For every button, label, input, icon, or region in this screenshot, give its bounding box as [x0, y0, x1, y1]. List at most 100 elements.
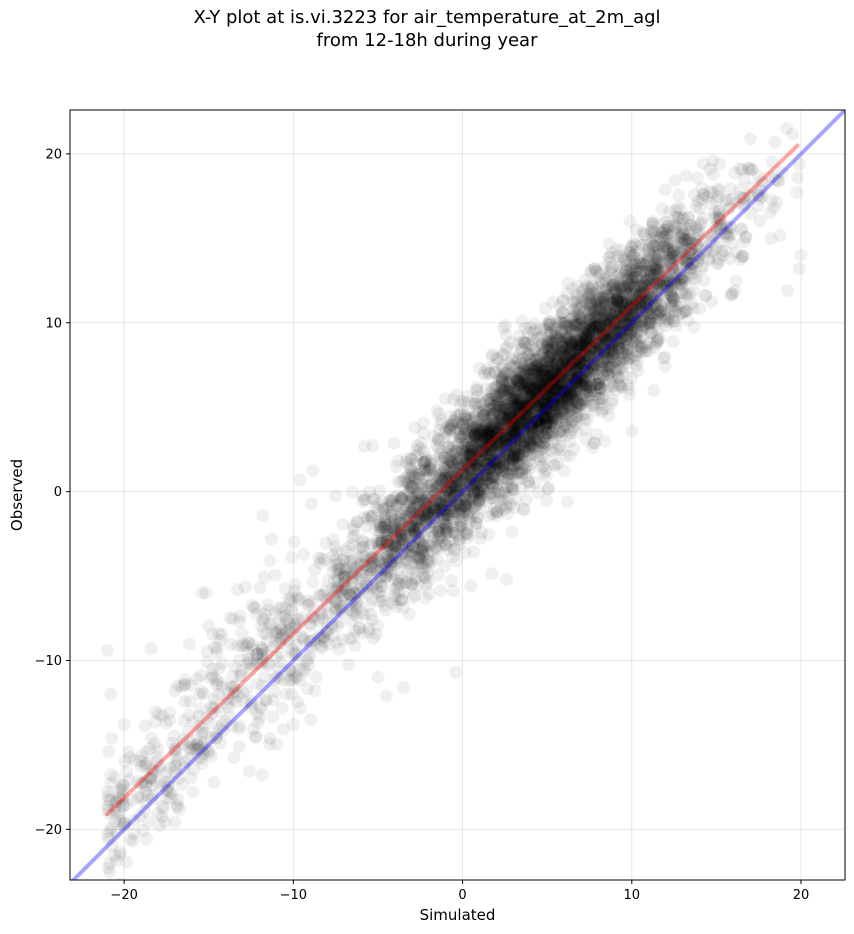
- data-point: [386, 493, 400, 507]
- data-point: [617, 368, 631, 382]
- data-point: [655, 202, 669, 216]
- data-point: [483, 477, 497, 491]
- chart-title-line-2: from 12-18h during year: [316, 30, 538, 51]
- data-point: [611, 350, 625, 364]
- data-point: [786, 127, 799, 141]
- data-point: [499, 453, 513, 466]
- data-point: [587, 322, 601, 336]
- data-point: [386, 525, 400, 539]
- data-point: [403, 470, 417, 484]
- data-point: [525, 394, 539, 407]
- data-point: [482, 452, 496, 466]
- data-point: [468, 430, 482, 444]
- data-point: [735, 250, 749, 264]
- data-point: [540, 355, 554, 369]
- data-point: [417, 561, 431, 575]
- data-point: [412, 535, 426, 549]
- data-point: [601, 348, 615, 362]
- data-point: [657, 223, 671, 237]
- data-point: [633, 288, 647, 302]
- data-point: [646, 214, 660, 228]
- data-point: [558, 381, 572, 395]
- data-point: [451, 484, 465, 498]
- data-point: [524, 415, 538, 429]
- data-point: [737, 172, 751, 186]
- data-point: [518, 422, 532, 436]
- data-point: [611, 336, 625, 350]
- data-point: [790, 186, 804, 199]
- data-point: [453, 430, 467, 444]
- data-point: [444, 486, 458, 500]
- data-point: [593, 322, 607, 336]
- data-point: [514, 342, 528, 356]
- data-point: [633, 290, 647, 303]
- data-point: [340, 544, 353, 558]
- data-point: [483, 423, 497, 437]
- data-point: [567, 324, 581, 338]
- data-point: [602, 367, 616, 381]
- data-point: [672, 308, 686, 322]
- data-point: [672, 211, 686, 225]
- data-point: [635, 291, 649, 304]
- data-point: [566, 338, 580, 352]
- data-point: [451, 452, 465, 466]
- data-point: [458, 464, 472, 478]
- data-point: [365, 567, 378, 580]
- data-point: [646, 239, 660, 253]
- data-point: [523, 349, 537, 363]
- data-point: [534, 380, 548, 394]
- data-point: [517, 400, 531, 414]
- data-point: [589, 308, 603, 322]
- data-point: [365, 556, 379, 570]
- data-point: [438, 559, 452, 573]
- data-point: [674, 244, 688, 258]
- data-point: [602, 346, 616, 360]
- data-point: [584, 334, 598, 348]
- data-point: [669, 210, 683, 224]
- data-point: [631, 354, 645, 368]
- data-point: [632, 254, 646, 268]
- data-point: [614, 272, 628, 285]
- data-point: [657, 241, 671, 255]
- data-point: [454, 515, 468, 529]
- data-point: [533, 377, 547, 391]
- data-point: [572, 382, 586, 396]
- data-point: [628, 238, 642, 252]
- data-point: [773, 228, 787, 242]
- data-point: [427, 511, 440, 525]
- data-point: [442, 453, 456, 467]
- data-point: [587, 318, 601, 332]
- data-point: [644, 269, 657, 283]
- data-point: [658, 350, 672, 364]
- data-point: [553, 425, 567, 439]
- data-point: [599, 305, 613, 319]
- data-point: [547, 357, 561, 371]
- data-point: [540, 369, 554, 382]
- data-point: [520, 410, 534, 424]
- data-point: [542, 389, 556, 403]
- data-point: [412, 512, 426, 526]
- data-point: [628, 330, 642, 344]
- data-point: [485, 427, 499, 441]
- data-point: [528, 440, 542, 454]
- data-point: [493, 370, 506, 384]
- data-point: [438, 503, 452, 517]
- data-point: [680, 290, 694, 304]
- data-point: [391, 475, 405, 489]
- data-point: [507, 500, 521, 514]
- data-point: [493, 414, 506, 428]
- data-point: [546, 366, 560, 380]
- data-point: [431, 533, 445, 547]
- data-point: [432, 506, 446, 520]
- data-point: [505, 525, 519, 539]
- data-point: [548, 321, 562, 335]
- data-point: [503, 396, 517, 410]
- data-point: [478, 462, 492, 475]
- data-point: [558, 389, 572, 403]
- data-point: [485, 431, 499, 445]
- data-point: [455, 441, 468, 455]
- data-point: [557, 371, 571, 384]
- data-point: [523, 441, 537, 455]
- data-point: [486, 389, 500, 403]
- data-point: [686, 284, 700, 298]
